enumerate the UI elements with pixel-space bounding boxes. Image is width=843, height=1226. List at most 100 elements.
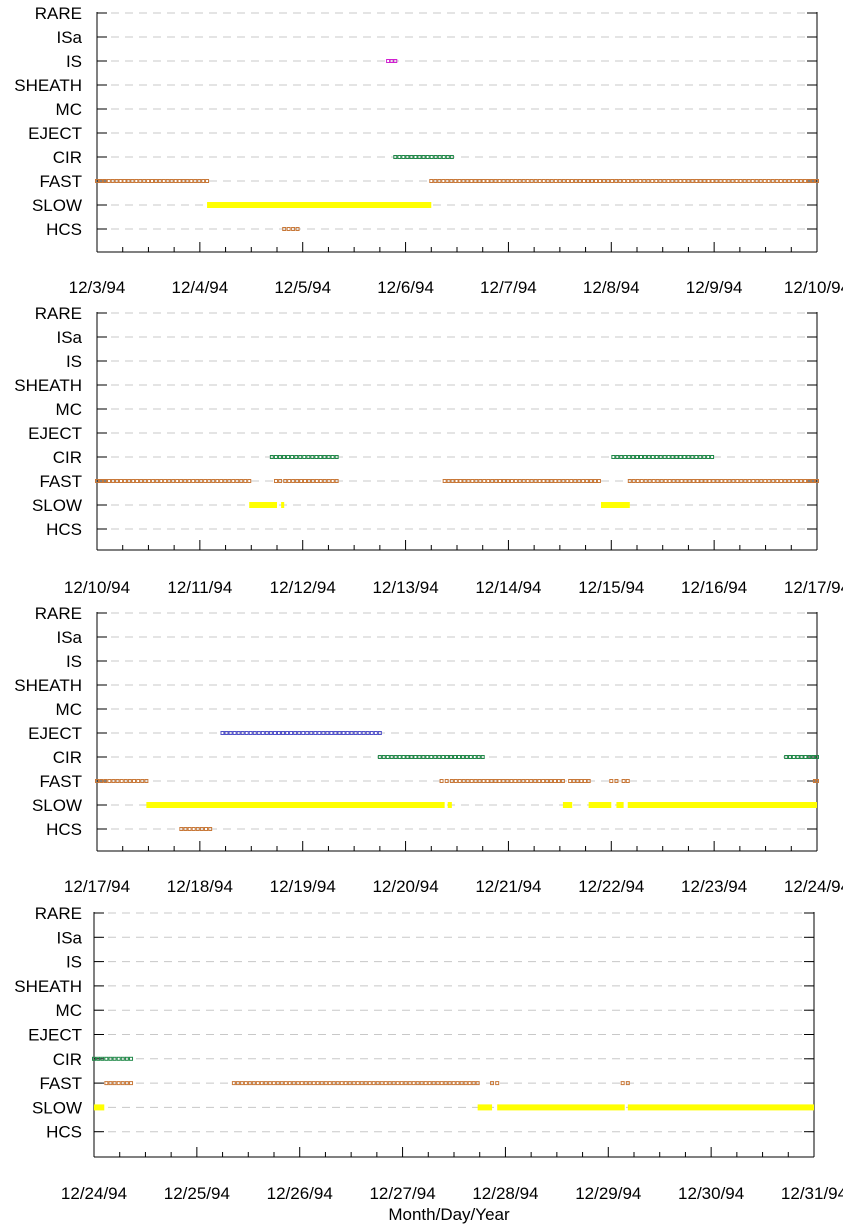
category-label: MC [56,400,82,419]
interval-marker [281,731,286,735]
x-tick-label: 12/15/94 [578,578,644,597]
interval-marker [231,1081,236,1086]
interval-marker [393,59,398,63]
interval-marker [443,1081,448,1086]
interval-fast [273,479,283,483]
interval-marker [770,179,775,183]
interval-marker [309,731,314,735]
interval-slow [497,1104,625,1111]
interval-marker [686,179,691,183]
interval-marker [442,479,447,483]
interval-marker [317,731,322,735]
x-tick-label: 12/9/94 [686,278,743,297]
interval-marker [239,479,244,483]
interval-marker [267,1081,272,1086]
interval-marker [735,479,740,483]
interval-marker [494,479,499,483]
interval-marker [807,755,812,759]
interval-marker [339,1081,344,1086]
interval-marker [305,731,310,735]
x-tick-label: 12/3/94 [69,278,126,297]
interval-marker [634,179,639,183]
interval-marker [730,179,735,183]
interval-marker [646,179,651,183]
interval-marker [476,755,481,759]
interval-marker [291,1081,296,1086]
interval-marker [313,731,318,735]
interval-marker [811,479,816,483]
interval-marker [473,179,478,183]
interval-marker [571,779,576,783]
interval-marker [731,479,736,483]
interval-marker [167,479,172,483]
interval-marker [119,479,124,483]
interval-marker [201,179,206,183]
x-tick-label: 12/27/94 [369,1184,435,1203]
interval-marker [638,179,643,183]
interval-marker [314,455,319,459]
x-tick-label: 12/21/94 [475,877,541,896]
interval-marker [427,1081,432,1086]
interval-marker [99,779,104,783]
interval-marker [739,479,744,483]
interval-marker [722,179,727,183]
interval-marker [187,827,192,831]
interval-marker [585,179,590,183]
interval-marker [171,479,176,483]
interval-marker [129,1056,134,1061]
interval-marker [126,179,131,183]
interval-marker [123,479,128,483]
category-label: SLOW [32,196,82,215]
interval-marker [337,731,342,735]
interval-marker [92,1056,96,1061]
interval-marker [811,755,816,759]
interval-marker [461,779,466,783]
interval-marker [621,779,626,783]
interval-marker [419,1081,424,1086]
interval-marker [298,455,303,459]
category-label: IS [66,652,82,671]
interval-marker [537,179,542,183]
interval-marker [449,155,454,159]
interval-marker [626,179,631,183]
interval-marker [581,479,586,483]
interval-marker [161,179,166,183]
interval-marker [135,479,140,483]
category-label: EJECT [28,124,82,143]
interval-marker [195,827,200,831]
interval-marker [204,827,209,831]
interval-marker [283,1081,288,1086]
interval-marker [525,179,530,183]
interval-marker [119,779,124,783]
interval-marker [490,1081,495,1086]
interval-marker [585,479,590,483]
interval-marker [293,731,298,735]
interval-marker [791,479,796,483]
interval-marker [99,479,104,483]
interval-slow [249,502,277,508]
interval-marker [112,1081,117,1086]
interval-marker [124,1056,129,1061]
category-label: ISa [56,628,82,647]
interval-marker [104,1056,109,1061]
x-tick-label: 12/22/94 [578,877,644,896]
interval-marker [108,1056,113,1061]
interval-fast [429,179,819,183]
interval-marker [397,155,402,159]
interval-marker [102,179,107,183]
category-label: SHEATH [14,376,82,395]
interval-marker [742,179,747,183]
interval-marker [369,731,374,735]
interval-marker [295,227,300,231]
interval-marker [553,779,558,783]
interval-marker [444,779,449,783]
interval-marker [355,1081,360,1086]
category-label: MC [56,1001,82,1020]
interval-marker [457,179,462,183]
x-tick-label: 12/10/94 [64,578,130,597]
category-label: SLOW [32,796,82,815]
interval-marker [371,1081,376,1086]
interval-marker [560,779,565,783]
interval-marker [472,755,477,759]
interval-marker [334,455,339,459]
